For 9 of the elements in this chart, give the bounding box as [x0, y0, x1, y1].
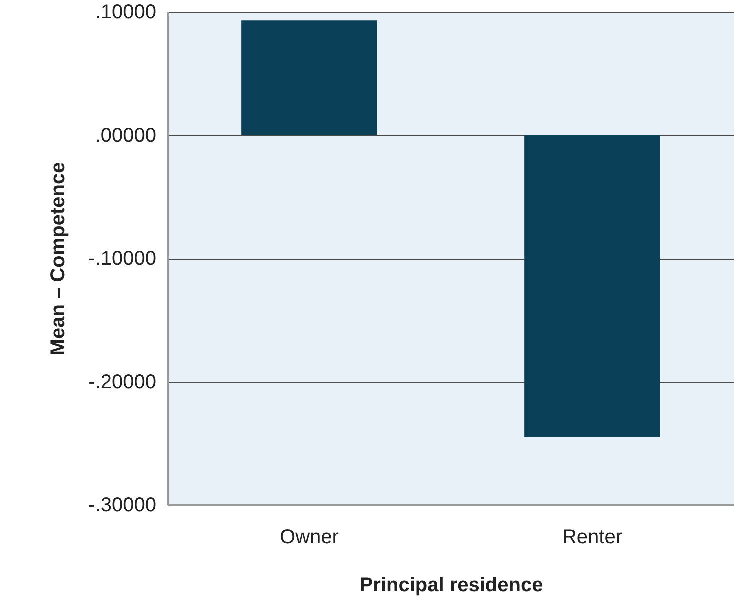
y-tick-label: -.30000	[88, 494, 156, 516]
x-axis-title: Principal residence	[360, 574, 544, 596]
y-axis-title: Mean – Competence	[48, 162, 70, 356]
y-tick-label: .00000	[95, 124, 156, 147]
x-tick-label: Renter	[562, 526, 623, 548]
y-tick-label: -.10000	[88, 248, 156, 270]
y-tick-label: -.20000	[88, 371, 156, 394]
x-tick-label: Owner	[280, 526, 340, 548]
y-tick-label: .10000	[95, 2, 156, 24]
